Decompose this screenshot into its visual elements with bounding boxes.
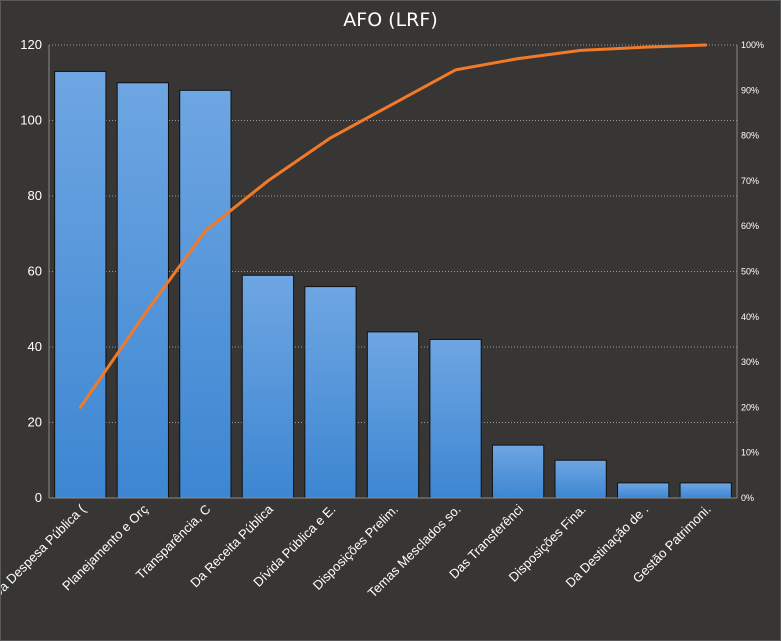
- y-axis-right: 0% 10% 20% 30% 40% 50% 60% 70% 80% 90% 100%: [736, 40, 764, 503]
- y-tick-right-label: 0%: [741, 493, 754, 503]
- y-tick-right-label: 30%: [741, 357, 759, 367]
- bars: [54, 70, 732, 499]
- y-tick-left-label: 60: [28, 264, 42, 279]
- bar: [304, 286, 357, 499]
- y-tick-right-label: 50%: [741, 267, 759, 277]
- y-tick-left-label: 80: [28, 188, 42, 203]
- x-axis: Da Despesa Pública (Planejamento e OrçTr…: [1, 497, 737, 601]
- y-tick-right-label: 90%: [741, 85, 759, 95]
- bar: [554, 459, 607, 499]
- bar: [54, 70, 107, 499]
- chart-title: AFO (LRF): [343, 9, 438, 31]
- y-tick-right-label: 10%: [741, 448, 759, 458]
- y-tick-left-label: 20: [28, 415, 42, 430]
- bar: [491, 444, 545, 499]
- y-tick-right-label: 20%: [741, 402, 759, 412]
- bar: [179, 89, 232, 499]
- bar: [366, 331, 420, 499]
- y-tick-right-label: 100%: [741, 40, 764, 50]
- bar: [241, 274, 295, 499]
- y-tick-right-label: 80%: [741, 131, 759, 141]
- y-tick-right-label: 70%: [741, 176, 759, 186]
- y-tick-left-label: 120: [20, 37, 42, 52]
- y-axis-left: 0 20 40 60 80 100 120: [20, 37, 50, 505]
- cumulative-percentage-line: [78, 43, 708, 409]
- y-tick-left-label: 100: [20, 113, 42, 128]
- bar: [679, 482, 732, 499]
- y-tick-right-label: 40%: [741, 312, 759, 322]
- y-tick-left-label: 40: [28, 339, 42, 354]
- bar: [429, 338, 482, 499]
- bar: [116, 82, 169, 499]
- y-tick-left-label: 0: [35, 490, 42, 505]
- bar: [617, 482, 670, 499]
- y-tick-right-label: 60%: [741, 221, 759, 231]
- cumulative-line: [78, 43, 708, 409]
